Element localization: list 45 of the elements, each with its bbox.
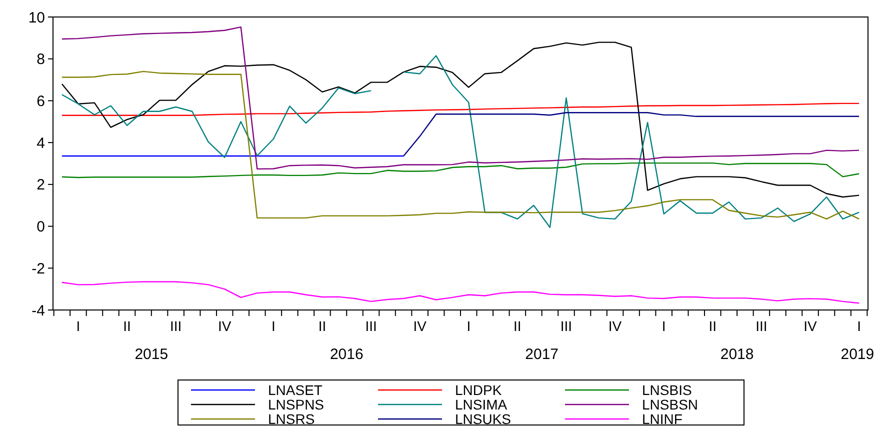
y-tick-label: 0 bbox=[36, 218, 45, 236]
x-tick-label: II bbox=[123, 318, 131, 334]
x-tick-label: IV bbox=[413, 318, 428, 334]
legend-label: LNSRS bbox=[268, 410, 315, 427]
text: 2017 bbox=[525, 346, 559, 363]
legend-label: LNSBIS bbox=[642, 382, 692, 398]
line-series bbox=[61, 42, 860, 198]
y-tick-label: 10 bbox=[28, 9, 45, 26]
x-tick-label: IV bbox=[804, 318, 818, 334]
x-tick-label: II bbox=[318, 318, 326, 334]
legend-label: LNINF bbox=[642, 410, 682, 427]
x-tick-label: III bbox=[756, 318, 768, 334]
line-series bbox=[61, 281, 860, 304]
legend-label: LNSUKS bbox=[455, 410, 512, 427]
y-tick-label: 6 bbox=[36, 92, 45, 110]
x-tick-label: III bbox=[170, 318, 182, 334]
y-tick-label: 8 bbox=[36, 51, 45, 68]
line-series bbox=[61, 26, 860, 170]
x-tick-label: I bbox=[271, 318, 276, 334]
legend-label: LNASET bbox=[268, 382, 323, 398]
x-tick-label: I bbox=[662, 318, 666, 334]
legend-label: LNSBSN bbox=[642, 396, 698, 412]
x-tick-label: III bbox=[560, 318, 572, 334]
x-tick-label: III bbox=[365, 318, 377, 334]
x-tick-label: II bbox=[514, 318, 522, 334]
text: 2018 bbox=[720, 346, 754, 363]
y-tick-label: 2 bbox=[36, 176, 45, 194]
x-tick-label: I bbox=[857, 318, 861, 334]
x-tick-label: I bbox=[76, 318, 80, 334]
x-tick-label: IV bbox=[218, 318, 232, 334]
line-series bbox=[61, 162, 860, 178]
y-tick-label: 4 bbox=[36, 134, 45, 152]
line-series bbox=[402, 112, 860, 157]
x-tick-label: IV bbox=[608, 318, 622, 334]
legend-label: LNDPK bbox=[455, 382, 502, 398]
x-tick-label: II bbox=[708, 318, 717, 334]
y-tick-label: -4 bbox=[32, 302, 45, 320]
line-series bbox=[61, 102, 860, 116]
text: 2019 bbox=[840, 346, 874, 363]
x-tick-label: I bbox=[466, 318, 471, 334]
text: 2016 bbox=[330, 346, 364, 363]
text: 2015 bbox=[134, 346, 168, 363]
legend-label: LNSPNS bbox=[268, 396, 324, 412]
legend-label: LNSIMA bbox=[455, 396, 508, 412]
y-tick-label: -2 bbox=[32, 260, 45, 278]
